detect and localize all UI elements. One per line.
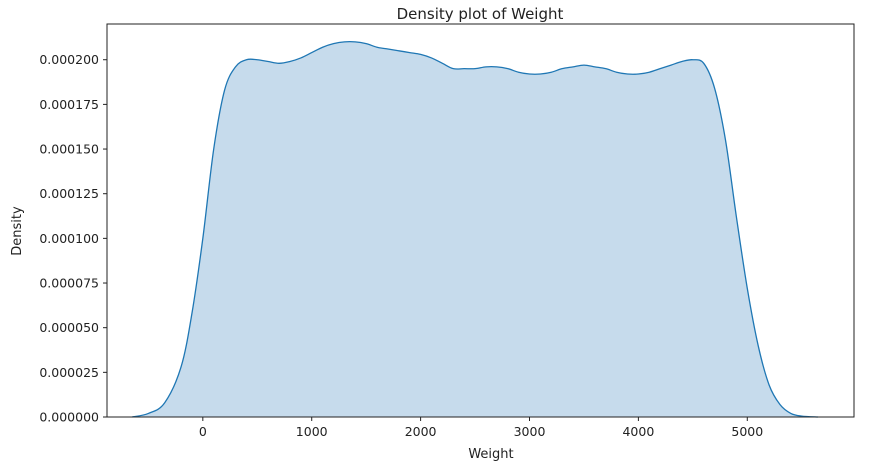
y-tick-label: 0.000150 [39, 142, 99, 157]
x-tick-label: 1000 [296, 424, 328, 439]
y-tick-label: 0.000175 [39, 97, 99, 112]
y-axis-label: Density [10, 206, 25, 256]
y-axis: 0.000000 0.000025 0.000050 0.000075 0.000100… [39, 52, 107, 425]
x-tick-label: 5000 [731, 424, 763, 439]
density-fill-area [132, 41, 819, 417]
y-tick-label: 0.000125 [39, 186, 99, 201]
plot-frame [106, 23, 855, 418]
x-tick-label: 2000 [405, 424, 437, 439]
y-tick-label: 0.000050 [39, 320, 99, 335]
y-tick-label: 0.000075 [39, 276, 99, 291]
y-tick-label: 0.000100 [39, 231, 99, 246]
chart-title: Density plot of Weight [397, 5, 564, 23]
x-tick-label: 3000 [514, 424, 546, 439]
plot-area [106, 23, 855, 418]
x-tick-label: 0 [199, 424, 207, 439]
y-tick-label: 0.000200 [39, 52, 99, 67]
density-curve [131, 40, 819, 418]
x-tick-label: 4000 [622, 424, 654, 439]
y-tick-label: 0.000025 [39, 365, 99, 380]
x-axis-label: Weight [468, 447, 513, 462]
x-axis: 0 1000 2000 3000 4000 5000 [199, 417, 763, 439]
y-tick-label: 0.000000 [39, 410, 99, 425]
